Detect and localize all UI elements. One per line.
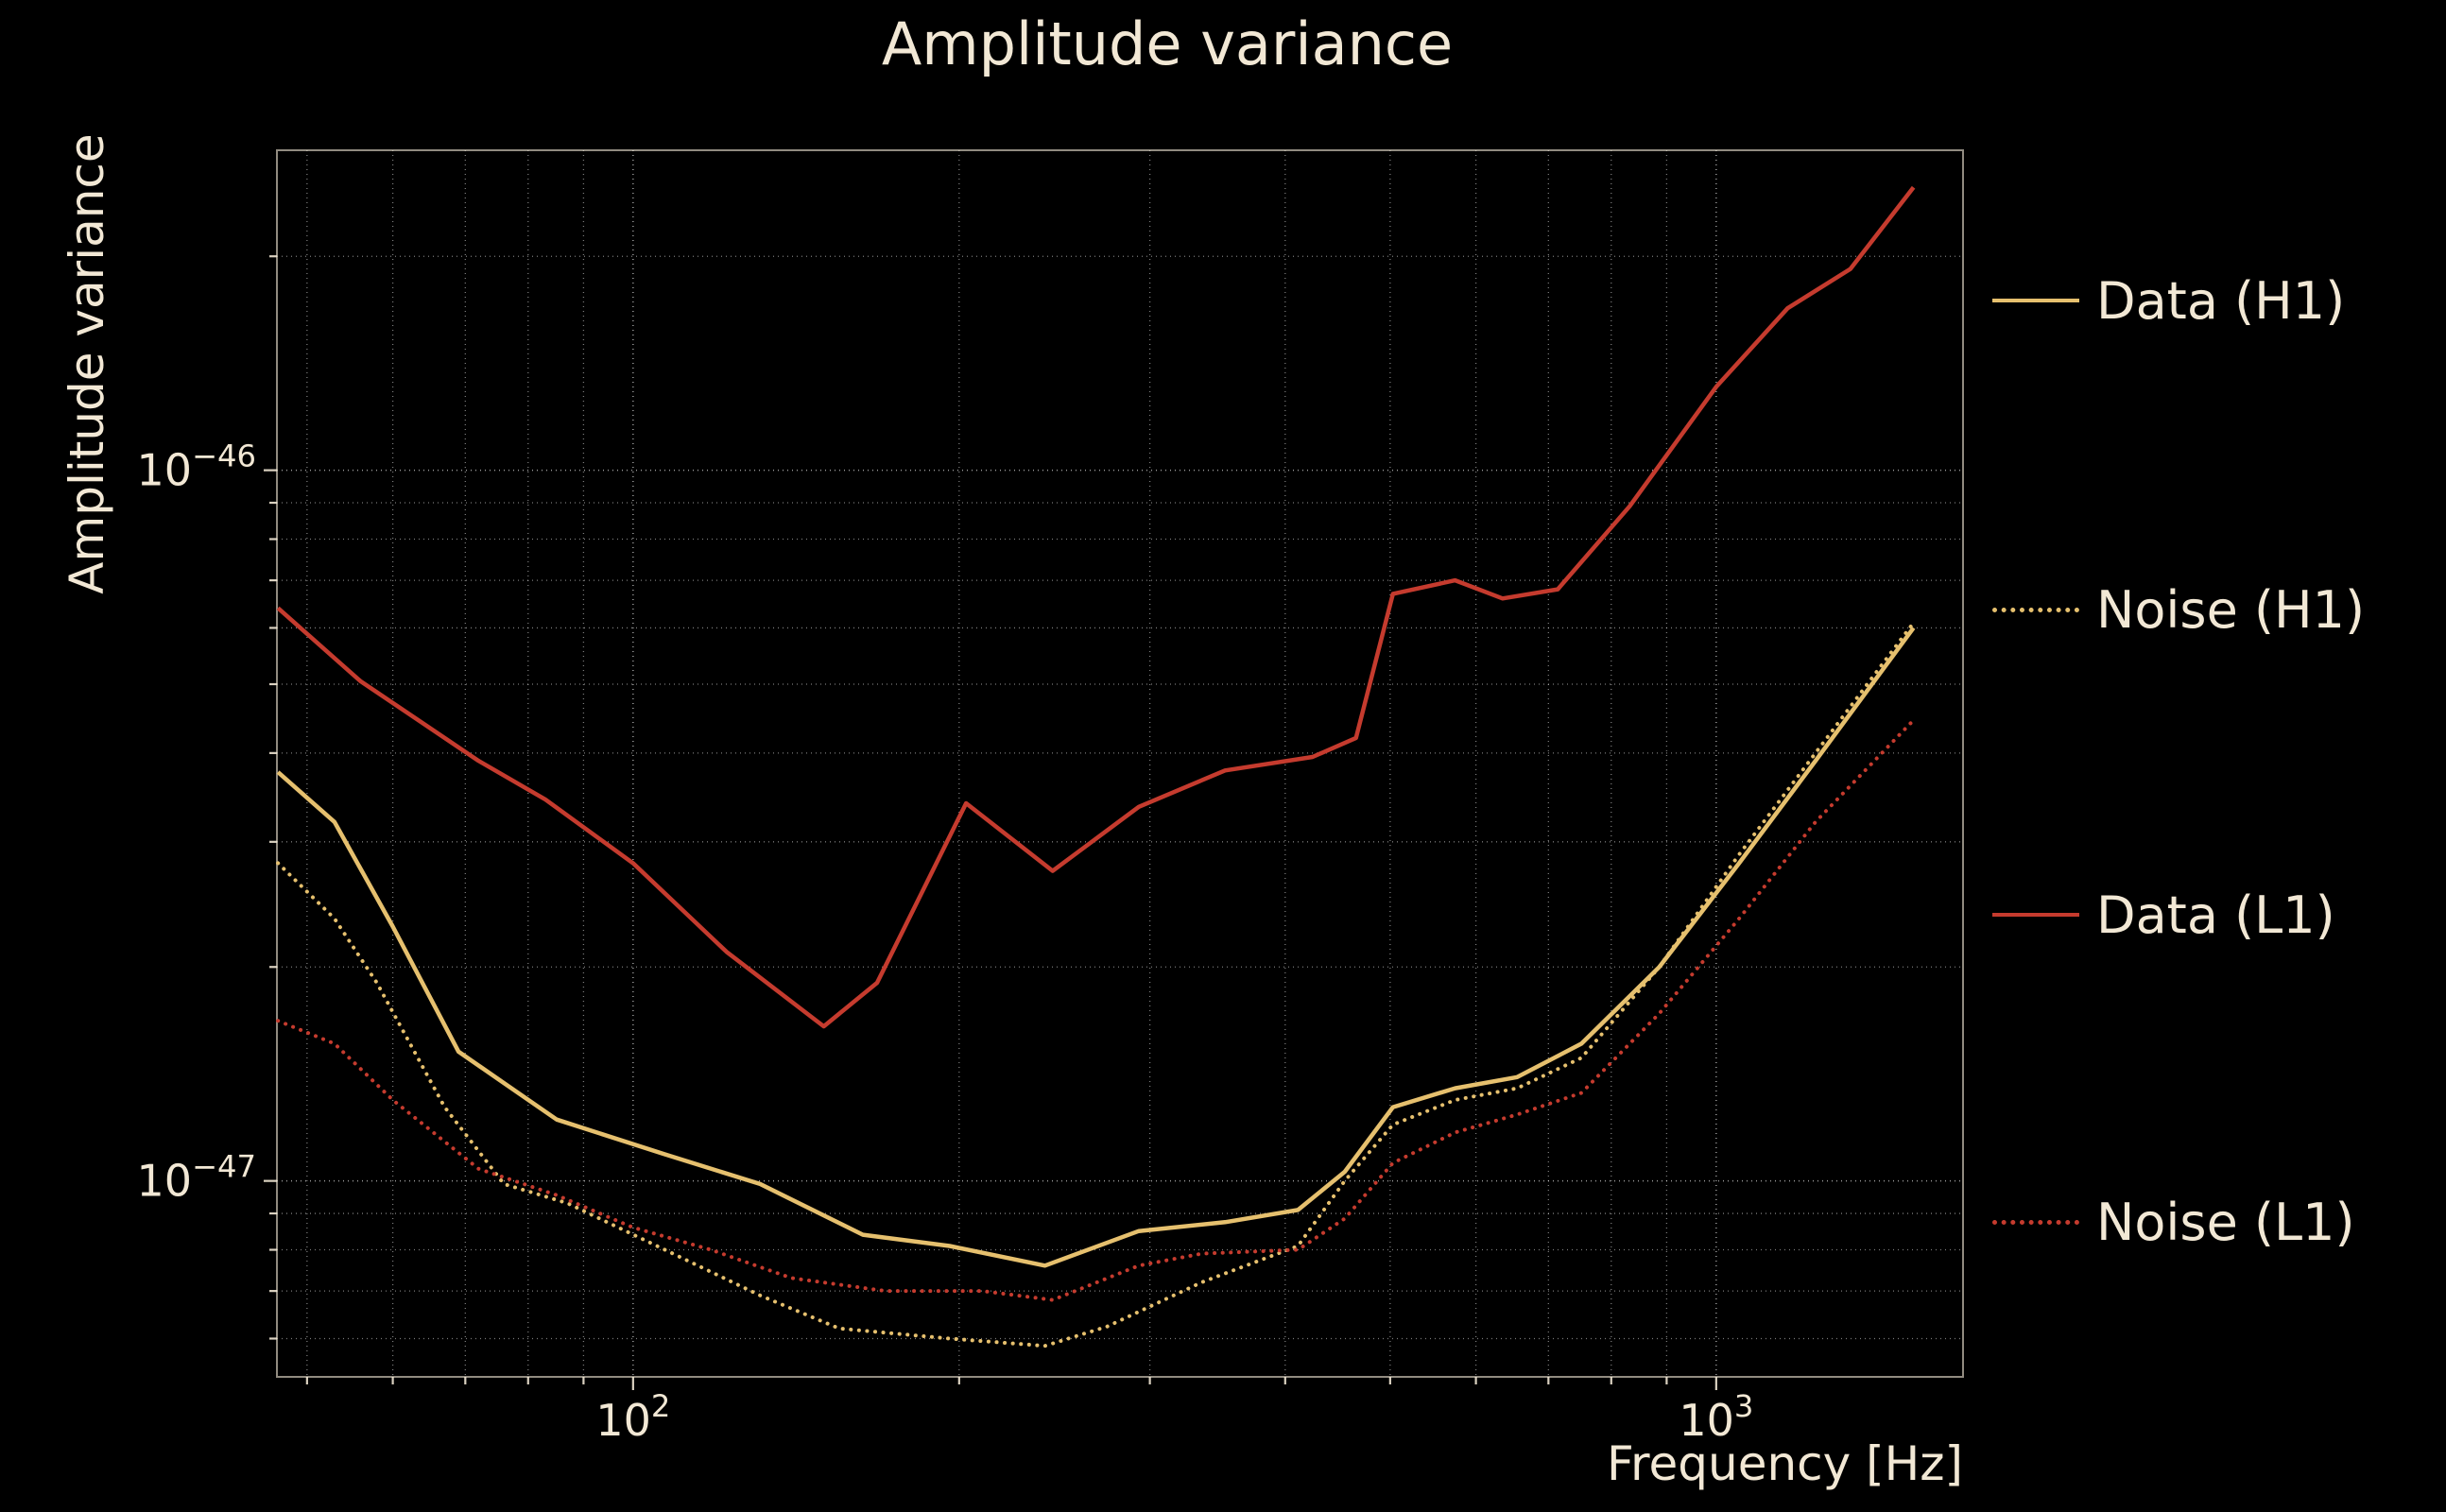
tick-label: 10−46 (137, 438, 256, 496)
legend: Data (H1) Noise (H1) Data (L1) Noise (L1… (1992, 0, 2437, 1512)
series-path-data-l1- (276, 185, 1916, 1029)
chart-title: Amplitude variance (881, 9, 1454, 78)
legend-line-sample-noise-h1 (1992, 607, 2079, 612)
legend-label-noise-h1: Noise (H1) (2096, 579, 2366, 640)
series-path-noise-h1- (276, 621, 1916, 1349)
tick-label: 103 (1679, 1388, 1753, 1446)
tick-label: 10−47 (137, 1149, 256, 1207)
y-axis-label: Amplitude variance (60, 133, 114, 594)
legend-entry-noise-l1: Noise (L1) (1992, 1192, 2355, 1252)
tick-label: 102 (595, 1388, 670, 1446)
legend-entry-noise-h1: Noise (H1) (1992, 579, 2366, 640)
legend-line-sample-noise-l1 (1992, 1219, 2079, 1225)
legend-line-sample-data-l1 (1992, 913, 2079, 917)
legend-entry-data-l1: Data (L1) (1992, 885, 2335, 945)
legend-line-sample-data-h1 (1992, 299, 2079, 302)
legend-label-data-l1: Data (L1) (2096, 885, 2335, 945)
legend-label-noise-l1: Noise (L1) (2096, 1192, 2355, 1252)
legend-entry-data-h1: Data (H1) (1992, 270, 2346, 331)
plot-frame (276, 149, 1964, 1378)
series-lines (276, 185, 1916, 1349)
series-path-data-h1- (276, 627, 1916, 1268)
x-axis-label: Frequency [Hz] (1606, 1436, 1963, 1491)
axis-ticks (264, 149, 1964, 1390)
tick-labels: 102 103 10−46 10−47 (137, 438, 1754, 1446)
legend-label-data-h1: Data (H1) (2096, 270, 2346, 331)
